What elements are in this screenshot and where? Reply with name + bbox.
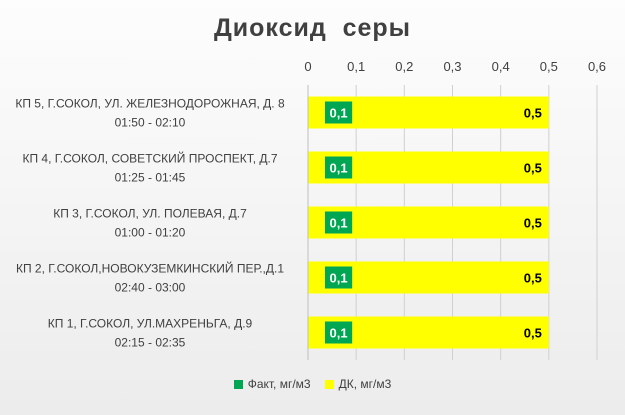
- legend-item-dk: ДК, мг/м3: [324, 377, 392, 391]
- category-label: КП 1, Г.СОКОЛ, УЛ.МАХРЕНЬГА, Д.9: [48, 317, 253, 331]
- data-label-fact: 0,1: [330, 106, 348, 121]
- bar-fact: [325, 266, 353, 289]
- category-label: КП 5, Г.СОКОЛ, УЛ. ЖЕЛЕЗНОДОРОЖНАЯ, Д. 8: [15, 97, 285, 111]
- legend-item-fact: Факт, мг/м3: [233, 377, 311, 391]
- category-label: КП 4, Г.СОКОЛ, СОВЕТСКИЙ ПРОСПЕКТ, Д.7: [22, 151, 277, 166]
- x-tick-label: 0,4: [492, 59, 510, 74]
- category-label-time: 02:40 - 03:00: [115, 281, 186, 295]
- x-tick-label: 0,2: [395, 59, 413, 74]
- legend-swatch-dk: [324, 379, 334, 389]
- x-tick-label: 0,5: [540, 59, 558, 74]
- x-tick-label: 0: [304, 59, 311, 74]
- category-label-time: 02:15 - 02:35: [115, 336, 186, 350]
- x-tick-label: 0,6: [588, 59, 606, 74]
- bar-fact: [325, 211, 353, 234]
- legend-swatch-fact: [233, 379, 243, 389]
- category-label: КП 3, Г.СОКОЛ, УЛ. ПОЛЕВАЯ, Д.7: [53, 207, 247, 221]
- bar-fact: [325, 156, 353, 179]
- data-label-fact: 0,1: [330, 326, 348, 341]
- legend: Факт, мг/м3 ДК, мг/м3: [0, 377, 625, 391]
- category-label-time: 01:50 - 02:10: [115, 116, 186, 130]
- data-label-dk: 0,5: [524, 106, 542, 121]
- bar-fact: [325, 101, 353, 124]
- data-label-dk: 0,5: [524, 326, 542, 341]
- x-tick-label: 0,1: [347, 59, 365, 74]
- legend-label-fact: Факт, мг/м3: [247, 377, 311, 391]
- category-label: КП 2, Г.СОКОЛ,НОВОКУЗЕМКИНСКИЙ ПЕР.,Д.1: [16, 261, 284, 276]
- category-label-time: 01:25 - 01:45: [115, 171, 186, 185]
- data-label-fact: 0,1: [330, 271, 348, 286]
- bar-fact: [325, 321, 353, 344]
- x-tick-label: 0,3: [443, 59, 461, 74]
- data-label-dk: 0,5: [524, 216, 542, 231]
- chart-title: Диоксид серы: [213, 14, 412, 42]
- data-label-dk: 0,5: [524, 161, 542, 176]
- legend-label-dk: ДК, мг/м3: [338, 377, 392, 391]
- data-label-fact: 0,1: [330, 161, 348, 176]
- category-label-time: 01:00 - 01:20: [115, 226, 186, 240]
- data-label-fact: 0,1: [330, 216, 348, 231]
- data-label-dk: 0,5: [524, 271, 542, 286]
